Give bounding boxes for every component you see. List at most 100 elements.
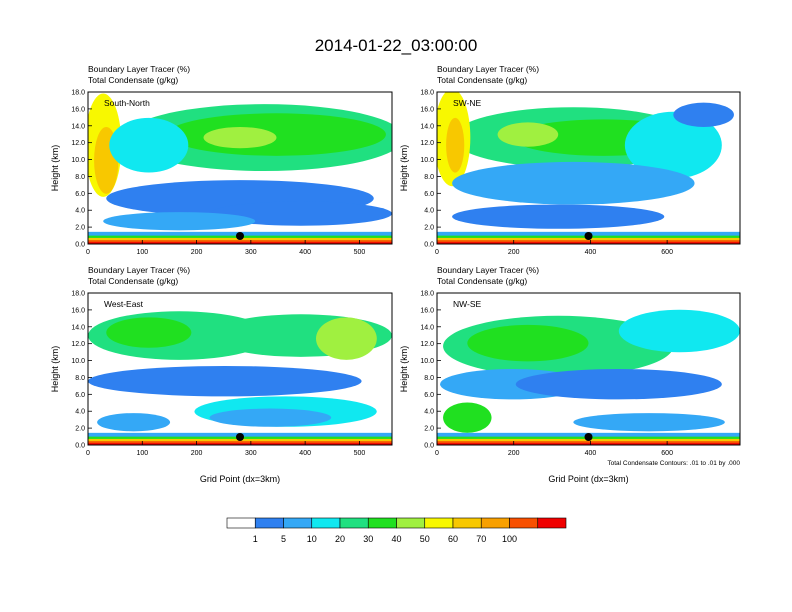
- field-blob: [673, 102, 734, 127]
- panel-3: Boundary Layer Tracer (%)Total Condensat…: [399, 265, 741, 484]
- figure-title: 2014-01-22_03:00:00: [315, 36, 478, 55]
- x-tick-label: 0: [86, 249, 90, 256]
- y-tick-label: 6.0: [75, 392, 85, 399]
- colorbar-swatch: [226, 517, 256, 529]
- panel-subtitle-tracer: Boundary Layer Tracer (%): [437, 64, 539, 74]
- plot-frame: [87, 91, 393, 245]
- x-tick-label: 300: [245, 249, 257, 256]
- y-tick-label: 4.0: [75, 409, 85, 416]
- y-tick-label: 8.0: [75, 375, 85, 382]
- y-axis-label: Height (km): [399, 145, 409, 192]
- colorbar-swatch: [424, 517, 454, 529]
- y-tick-label: 8.0: [424, 375, 434, 382]
- x-tick-label: 0: [86, 450, 90, 457]
- x-tick-label: 0: [435, 450, 439, 457]
- y-tick-label: 8.0: [424, 174, 434, 181]
- x-tick-label: 500: [354, 249, 366, 256]
- colorbar-label: 100: [502, 534, 517, 544]
- x-tick-label: 400: [585, 450, 597, 457]
- panel-label: NW-SE: [453, 299, 482, 309]
- contour-note: Total Condensate Contours: .01 to .01 by…: [607, 460, 740, 467]
- field-blob: [467, 324, 589, 362]
- y-tick-label: 0.0: [75, 443, 85, 450]
- y-tick-label: 4.0: [75, 208, 85, 215]
- colorbar-swatch: [396, 517, 426, 529]
- x-tick-label: 200: [508, 249, 520, 256]
- x-tick-label: 600: [661, 450, 673, 457]
- y-tick-label: 18.0: [420, 291, 434, 298]
- y-tick-label: 14.0: [71, 324, 85, 331]
- surface-layer: [437, 240, 740, 244]
- y-tick-label: 6.0: [424, 392, 434, 399]
- y-tick-label: 10.0: [71, 157, 85, 164]
- colorbar-swatch: [311, 517, 341, 529]
- colorbar-swatch: [509, 517, 539, 529]
- y-tick-label: 0.0: [424, 242, 434, 249]
- y-tick-label: 0.0: [75, 242, 85, 249]
- y-tick-label: 10.0: [420, 358, 434, 365]
- x-tick-label: 0: [435, 249, 439, 256]
- y-tick-label: 12.0: [71, 140, 85, 147]
- y-tick-label: 4.0: [424, 409, 434, 416]
- field-blob: [618, 309, 740, 353]
- field-blob: [167, 113, 386, 156]
- panel-subtitle-tracer: Boundary Layer Tracer (%): [88, 265, 190, 275]
- surface-layer: [88, 240, 392, 244]
- y-tick-label: 10.0: [420, 157, 434, 164]
- y-tick-label: 16.0: [420, 307, 434, 314]
- x-tick-label: 100: [136, 249, 148, 256]
- colorbar-label: 10: [307, 534, 317, 544]
- colorbar-label: 70: [476, 534, 486, 544]
- field-blob: [497, 122, 559, 147]
- y-tick-label: 14.0: [420, 123, 434, 130]
- y-tick-label: 16.0: [71, 307, 85, 314]
- colorbar-swatch: [452, 517, 482, 529]
- location-marker: [236, 232, 244, 240]
- field-blob: [88, 365, 362, 397]
- colorbar-swatch: [339, 517, 369, 529]
- field-blob: [209, 408, 332, 427]
- colorbar-swatch: [254, 517, 284, 529]
- field-blob: [209, 201, 392, 226]
- y-tick-label: 14.0: [420, 324, 434, 331]
- plot-frame: [436, 292, 741, 446]
- panel-subtitle-tracer: Boundary Layer Tracer (%): [88, 64, 190, 74]
- x-tick-label: 400: [299, 450, 311, 457]
- panel-subtitle-condensate: Total Condensate (g/kg): [88, 75, 178, 85]
- y-tick-label: 16.0: [420, 106, 434, 113]
- surface-layer: [88, 242, 392, 244]
- panel-label: SW-NE: [453, 98, 482, 108]
- heatmap-field: [437, 92, 740, 244]
- y-tick-label: 0.0: [424, 443, 434, 450]
- location-marker: [584, 232, 593, 240]
- plot-frame: [436, 91, 741, 245]
- colorbar-label: 50: [420, 534, 430, 544]
- colorbar-label: 1: [253, 534, 258, 544]
- location-marker: [584, 433, 593, 441]
- field-blob: [203, 126, 277, 149]
- panels: Boundary Layer Tracer (%)Total Condensat…: [50, 64, 741, 484]
- y-tick-label: 2.0: [424, 225, 434, 232]
- field-blob: [97, 413, 171, 432]
- colorbar-label: 5: [281, 534, 286, 544]
- x-tick-label: 200: [191, 249, 203, 256]
- panel-2: Boundary Layer Tracer (%)Total Condensat…: [50, 265, 393, 484]
- panel-1: Boundary Layer Tracer (%)Total Condensat…: [399, 64, 741, 256]
- y-tick-label: 12.0: [420, 341, 434, 348]
- y-tick-label: 18.0: [71, 291, 85, 298]
- x-axis-label: Grid Point (dx=3km): [200, 474, 280, 484]
- colorbar-swatch: [537, 517, 567, 529]
- y-axis-label: Height (km): [50, 346, 60, 393]
- colorbar-swatch: [480, 517, 510, 529]
- heatmap-field: [88, 92, 392, 244]
- colorbar-label: 40: [391, 534, 401, 544]
- y-tick-label: 10.0: [71, 358, 85, 365]
- y-tick-label: 14.0: [71, 123, 85, 130]
- heatmap-field: [437, 293, 740, 445]
- field-blob: [109, 117, 189, 173]
- field-blob: [452, 204, 665, 229]
- x-tick-label: 300: [245, 450, 257, 457]
- panel-subtitle-condensate: Total Condensate (g/kg): [437, 276, 527, 286]
- x-tick-label: 100: [136, 450, 148, 457]
